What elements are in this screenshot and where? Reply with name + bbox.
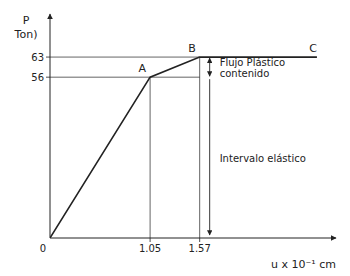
y-tick-label: 56 (31, 72, 44, 83)
y-tick (46, 77, 50, 78)
level-line (50, 57, 200, 58)
plot-area (50, 57, 317, 238)
annotation: Intervalo elástico (220, 153, 306, 164)
x-tick-label: 0 (40, 243, 46, 254)
x-tick-label: 1.05 (139, 243, 161, 254)
y-tick-label: 63 (31, 52, 44, 63)
level-line (50, 77, 200, 78)
x-axis (50, 238, 336, 239)
y-axis-label: P (23, 14, 30, 27)
drop-line (150, 77, 151, 238)
y-tick (46, 57, 50, 58)
x-tick-label: 1.57 (189, 243, 211, 254)
annotation: Flujo Plástico (220, 57, 285, 68)
chart: 0 1.05 1.57 56 63 u x 10⁻¹ cm PTon) A B C Flujo Pl… (0, 0, 350, 276)
annotation: contenido (220, 68, 270, 79)
point-label: A (139, 62, 147, 75)
x-tick (150, 238, 151, 242)
drop-line (199, 57, 200, 238)
y-axis (50, 14, 51, 238)
elastic-range-arrow (209, 79, 210, 235)
plastic-range-arrow (209, 58, 210, 76)
point-label: C (309, 42, 317, 55)
load-line (50, 57, 317, 238)
point-label: B (188, 42, 196, 55)
y-axis-label: Ton) (14, 28, 38, 41)
x-tick (199, 238, 200, 242)
x-axis-label: u x 10⁻¹ cm (271, 258, 336, 271)
